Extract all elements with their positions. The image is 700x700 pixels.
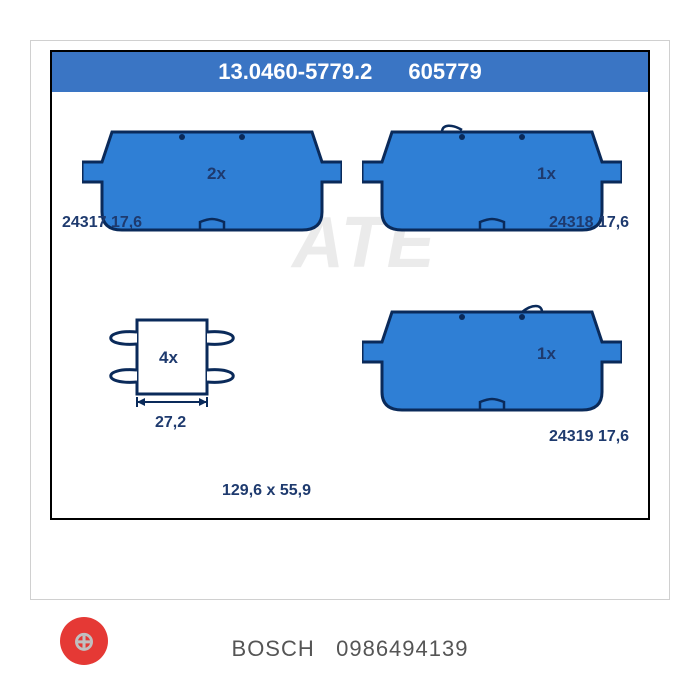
qty-top-left: 2x: [207, 164, 226, 184]
clip-qty: 4x: [159, 348, 178, 368]
code-top-right: 24318 17,6: [549, 214, 629, 232]
part-primary: 13.0460-5779.2: [218, 59, 372, 85]
part-secondary: 605779: [408, 59, 481, 85]
code-bot-right: 24319 17,6: [549, 428, 629, 446]
footer-sku: 0986494139: [336, 636, 468, 661]
header-bar: 13.0460-5779.2 605779: [52, 52, 648, 92]
clip-width: 27,2: [155, 414, 186, 432]
footer-brand: BOSCH: [232, 636, 315, 661]
pad-bot-right: 1x: [362, 302, 622, 422]
footer: BOSCH 0986494139: [0, 636, 700, 662]
code-top-left: 24317 17,6: [62, 214, 142, 232]
diagram-area: ATE 2x 24317 17,6: [52, 92, 648, 518]
clip: 4x: [87, 302, 257, 427]
qty-bot-right: 1x: [537, 344, 556, 364]
overall-dim: 129,6 x 55,9: [222, 482, 311, 500]
diagram-frame: 13.0460-5779.2 605779 ATE 2x 24317 17,6: [50, 50, 650, 520]
qty-top-right: 1x: [537, 164, 556, 184]
